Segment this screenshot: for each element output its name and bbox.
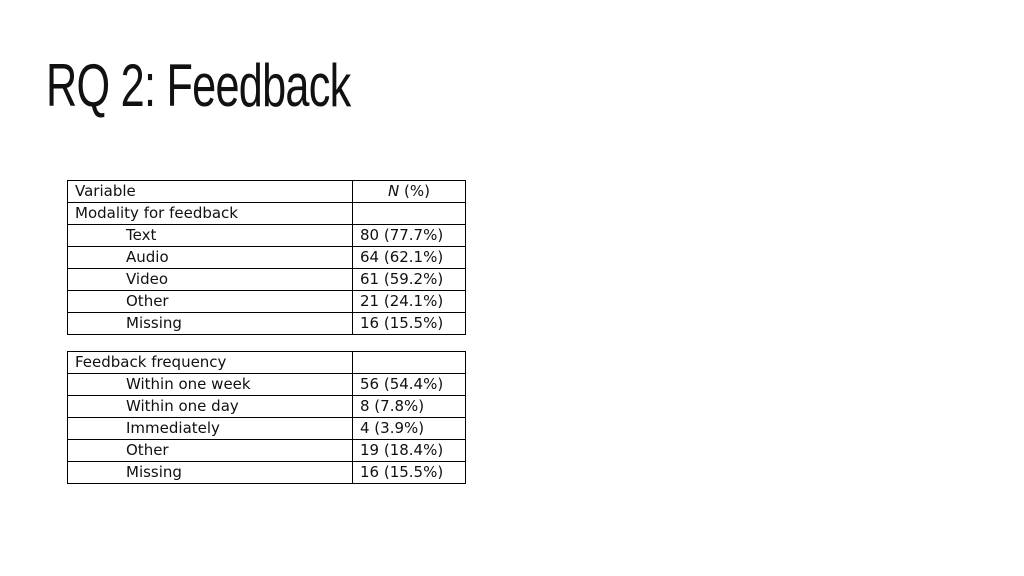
section-row: Modality for feedback xyxy=(67,202,466,225)
row-label: Missing xyxy=(67,461,353,484)
row-value: 4 (3.9%) xyxy=(352,417,466,440)
row-value: 64 (62.1%) xyxy=(352,246,466,269)
row-label: Audio xyxy=(67,246,353,269)
row-value: 19 (18.4%) xyxy=(352,439,466,462)
row-label: Video xyxy=(67,268,353,291)
header-variable: Variable xyxy=(67,180,353,203)
row-label: Missing xyxy=(67,312,353,335)
section-label: Feedback frequency xyxy=(67,351,353,374)
row-label: Other xyxy=(67,290,353,313)
row-label: Text xyxy=(67,224,353,247)
modality-table: Variable N (%) Modality for feedback Tex… xyxy=(67,180,466,335)
row-value: 80 (77.7%) xyxy=(352,224,466,247)
header-n: N xyxy=(388,182,400,200)
table-row: Missing 16 (15.5%) xyxy=(67,461,466,484)
row-value: 21 (24.1%) xyxy=(352,290,466,313)
row-label: Within one week xyxy=(67,373,353,396)
frequency-table: Feedback frequency Within one week 56 (5… xyxy=(67,351,466,484)
row-label: Immediately xyxy=(67,417,353,440)
header-n-percent: N (%) xyxy=(352,180,466,203)
empty-cell xyxy=(352,351,466,374)
table-header-row: Variable N (%) xyxy=(67,180,466,203)
empty-cell xyxy=(352,202,466,225)
table-row: Within one day 8 (7.8%) xyxy=(67,395,466,418)
table-row: Other 21 (24.1%) xyxy=(67,290,466,313)
row-value: 16 (15.5%) xyxy=(352,461,466,484)
section-row: Feedback frequency xyxy=(67,351,466,374)
row-value: 8 (7.8%) xyxy=(352,395,466,418)
table-row: Other 19 (18.4%) xyxy=(67,439,466,462)
table-row: Text 80 (77.7%) xyxy=(67,224,466,247)
table-row: Missing 16 (15.5%) xyxy=(67,312,466,335)
table-row: Video 61 (59.2%) xyxy=(67,268,466,291)
row-value: 61 (59.2%) xyxy=(352,268,466,291)
row-label: Other xyxy=(67,439,353,462)
section-label: Modality for feedback xyxy=(67,202,353,225)
table-row: Audio 64 (62.1%) xyxy=(67,246,466,269)
row-value: 16 (15.5%) xyxy=(352,312,466,335)
table-row: Immediately 4 (3.9%) xyxy=(67,417,466,440)
header-percent: (%) xyxy=(404,182,430,200)
table-row: Within one week 56 (54.4%) xyxy=(67,373,466,396)
row-label: Within one day xyxy=(67,395,353,418)
row-value: 56 (54.4%) xyxy=(352,373,466,396)
slide-title: RQ 2: Feedback xyxy=(46,52,351,119)
